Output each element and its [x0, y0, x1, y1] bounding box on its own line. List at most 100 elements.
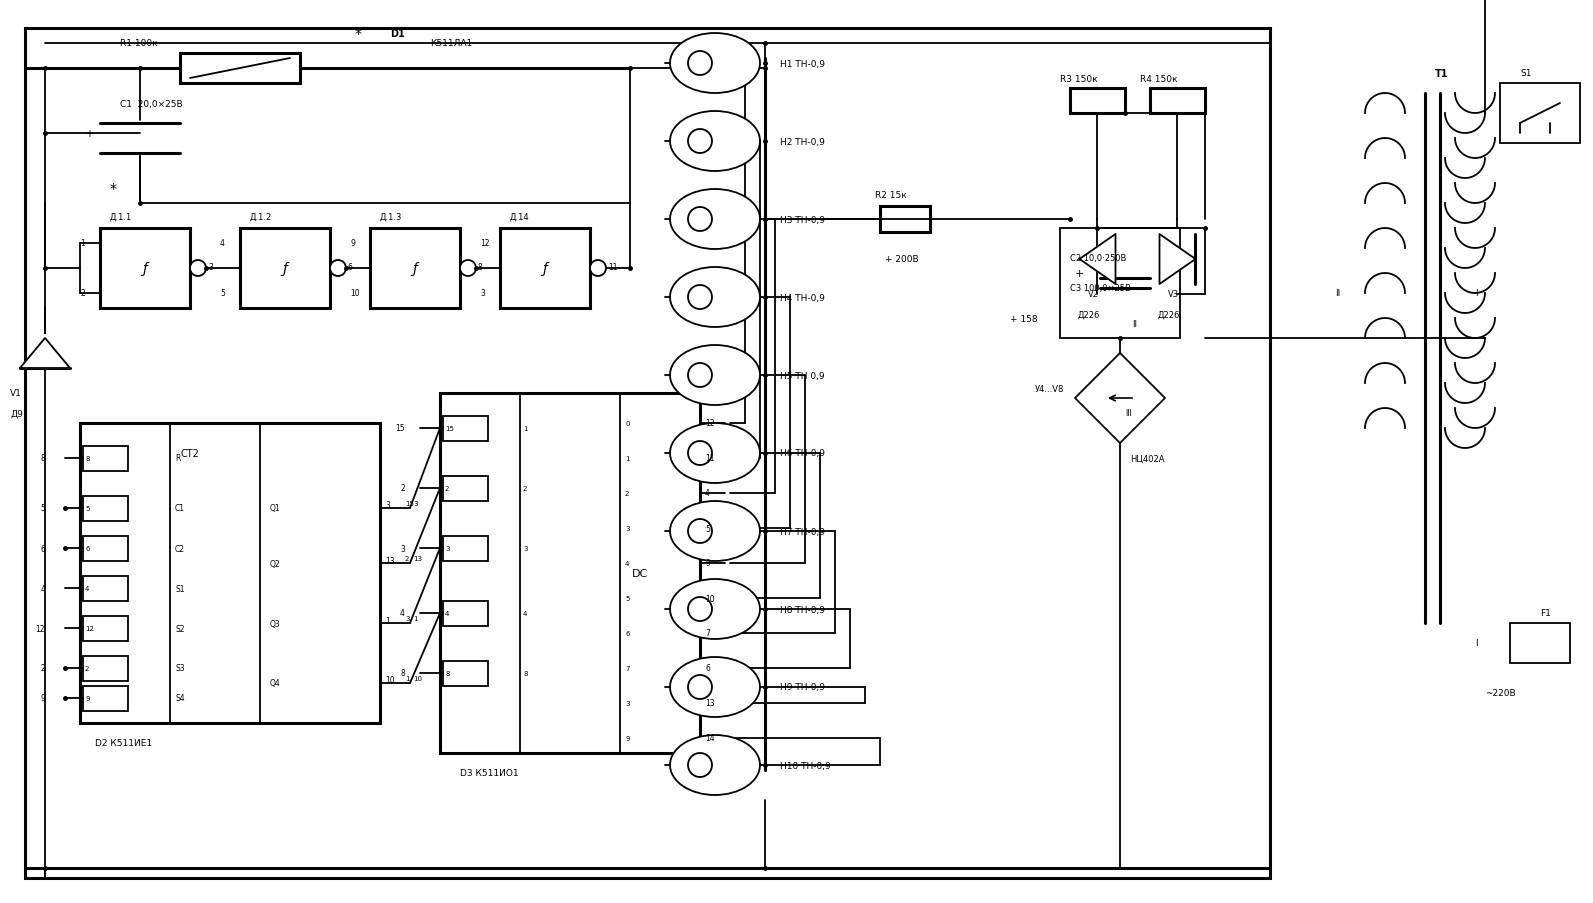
Ellipse shape [671, 190, 760, 250]
Bar [443, 661, 487, 685]
Text: Н7 ТН-0,9: Н7 ТН-0,9 [781, 527, 825, 535]
Text: Н6 ТН-0,9: Н6 ТН-0,9 [781, 449, 825, 458]
Text: 4: 4 [624, 561, 629, 566]
Text: 4: 4 [40, 584, 45, 593]
Text: V3: V3 [1168, 290, 1179, 299]
Text: 1: 1 [413, 615, 417, 621]
Text: S4: S4 [175, 694, 185, 703]
Circle shape [688, 753, 712, 777]
Text: 3: 3 [400, 544, 405, 553]
Text: Н3 ТН-0,9: Н3 ТН-0,9 [781, 215, 825, 224]
Text: 2: 2 [624, 490, 629, 497]
Text: +: + [1075, 269, 1085, 279]
Circle shape [330, 261, 346, 276]
Bar [1150, 88, 1204, 114]
Text: 13: 13 [386, 556, 395, 565]
Text: R3 150к: R3 150к [1059, 74, 1098, 83]
Text: Q4: Q4 [269, 679, 280, 688]
Circle shape [688, 130, 712, 154]
Text: R2 15к: R2 15к [875, 191, 906, 200]
Text: DC: DC [632, 568, 648, 578]
Text: 14: 14 [706, 733, 715, 742]
Text: Н8 ТН-0,9: Н8 ТН-0,9 [781, 605, 825, 614]
Ellipse shape [671, 735, 760, 796]
Polygon shape [1160, 235, 1195, 284]
Text: 5: 5 [40, 504, 45, 513]
Text: С3 100,0×25В: С3 100,0×25В [1070, 284, 1131, 293]
Text: 3: 3 [479, 289, 484, 298]
Text: 9: 9 [624, 735, 629, 741]
Text: 1: 1 [80, 239, 84, 248]
Text: R1 100к: R1 100к [119, 40, 158, 49]
Bar [879, 207, 930, 233]
Text: У4...V8: У4...V8 [1035, 384, 1064, 393]
Text: 9: 9 [84, 695, 89, 702]
Text: ƒ: ƒ [142, 262, 148, 275]
Text: Н5 ТН 0,9: Н5 ТН 0,9 [781, 371, 825, 380]
Bar [443, 600, 487, 626]
Text: 5: 5 [84, 506, 89, 511]
Circle shape [688, 442, 712, 465]
Ellipse shape [671, 657, 760, 717]
Text: 10: 10 [350, 289, 360, 298]
Text: 15: 15 [444, 425, 454, 432]
Text: Т1: Т1 [1435, 69, 1448, 79]
Text: 1: 1 [523, 425, 527, 432]
Text: 9: 9 [350, 239, 355, 248]
Text: Q3: Q3 [269, 619, 280, 628]
Text: 12: 12 [84, 625, 94, 631]
Text: 2: 2 [523, 486, 527, 491]
Bar [370, 228, 460, 309]
Text: II: II [1335, 289, 1340, 298]
Text: 3: 3 [413, 500, 417, 507]
Circle shape [460, 261, 476, 276]
Text: 5: 5 [624, 595, 629, 601]
Text: 0: 0 [624, 421, 629, 426]
Text: Д.1.2: Д.1.2 [250, 212, 272, 221]
Text: 10: 10 [706, 594, 715, 603]
Ellipse shape [671, 501, 760, 562]
Circle shape [688, 519, 712, 544]
Text: 2: 2 [80, 289, 84, 298]
Text: *: * [355, 27, 362, 41]
Bar [83, 576, 127, 600]
Circle shape [688, 598, 712, 621]
Text: К511ЛА1: К511ЛА1 [430, 40, 472, 49]
Text: 8: 8 [400, 669, 405, 678]
Bar [83, 446, 127, 471]
Text: S1: S1 [1520, 70, 1531, 79]
Bar [25, 29, 1270, 878]
Text: Д.14: Д.14 [510, 212, 529, 221]
Text: C1  20,0×25В: C1 20,0×25В [119, 99, 183, 108]
Polygon shape [1080, 235, 1115, 284]
Text: 3: 3 [386, 501, 390, 510]
Text: 6: 6 [84, 545, 89, 552]
Text: Н2 ТН-0,9: Н2 ТН-0,9 [781, 137, 825, 146]
Text: V1: V1 [10, 389, 22, 398]
Text: *: * [110, 182, 116, 196]
Bar [241, 228, 330, 309]
Bar [100, 228, 190, 309]
Text: 8: 8 [84, 455, 89, 461]
Text: 4: 4 [400, 609, 405, 618]
Text: C2: C2 [175, 544, 185, 553]
Text: 6: 6 [40, 544, 45, 553]
Ellipse shape [671, 112, 760, 172]
Text: ƒ: ƒ [282, 262, 287, 275]
Text: 5: 5 [706, 524, 710, 533]
Text: 4: 4 [84, 585, 89, 591]
Text: C1: C1 [175, 504, 185, 513]
Text: V2: V2 [1088, 290, 1099, 299]
Text: CT2: CT2 [180, 449, 199, 459]
Circle shape [688, 285, 712, 310]
Text: 8: 8 [444, 670, 449, 676]
Text: 6: 6 [624, 630, 629, 637]
Text: 3: 3 [624, 700, 629, 706]
Text: 7: 7 [624, 666, 629, 671]
Text: +: + [84, 129, 92, 139]
Text: 4: 4 [444, 610, 449, 617]
Text: 5: 5 [220, 289, 225, 298]
Bar [443, 416, 487, 441]
Text: II: II [1133, 321, 1137, 329]
Text: S3: S3 [175, 664, 185, 673]
